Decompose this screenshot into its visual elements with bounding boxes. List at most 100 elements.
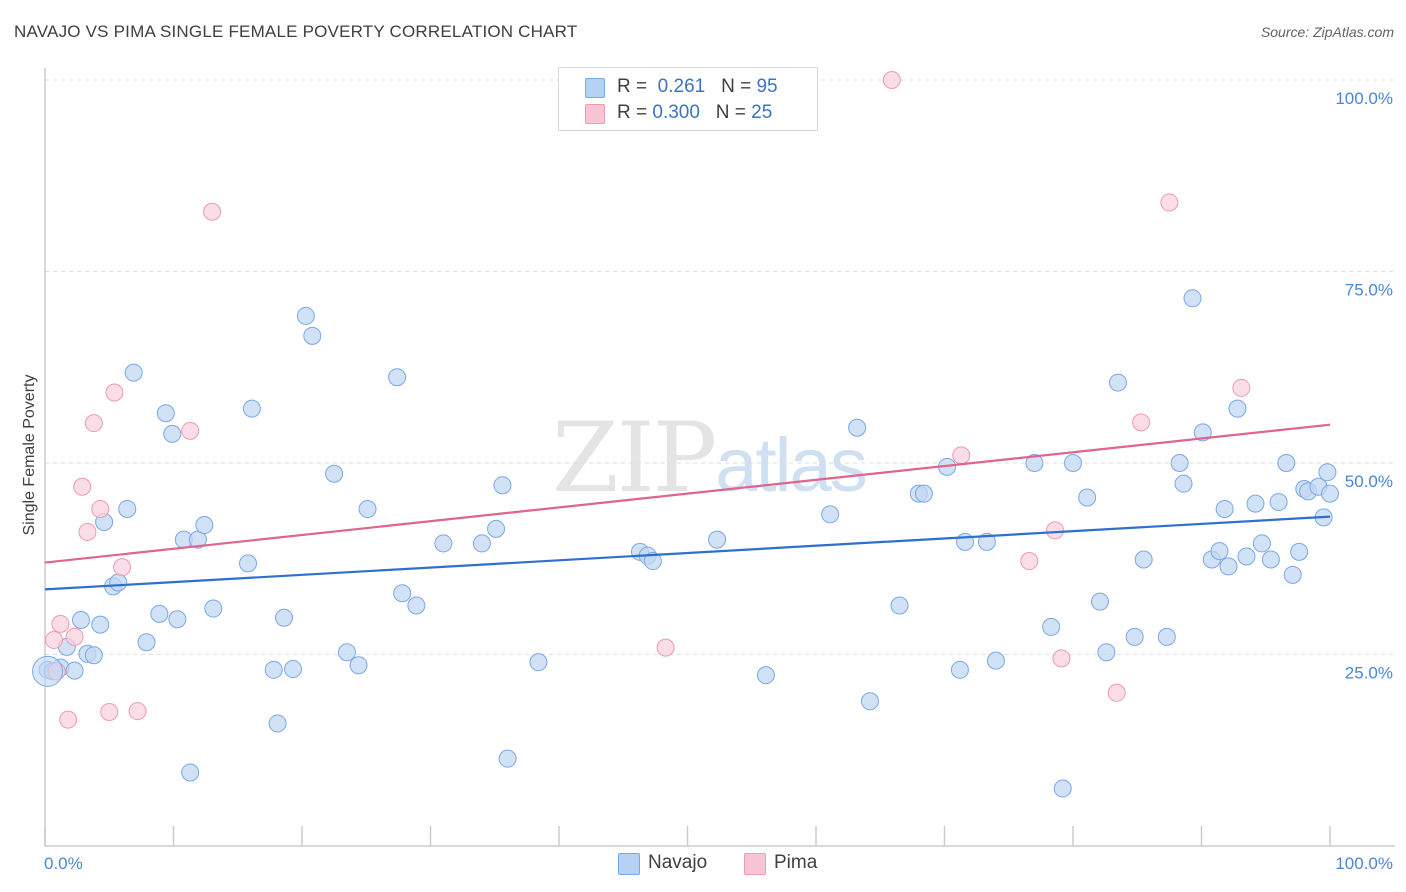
point-navajo xyxy=(708,530,727,549)
legend-n-value: 95 xyxy=(756,76,778,97)
y-tick-label: 75.0% xyxy=(1345,281,1393,300)
point-navajo xyxy=(860,692,879,711)
legend-swatch-navajo xyxy=(585,78,605,98)
point-navajo xyxy=(1090,592,1109,611)
legend-swatch-navajo xyxy=(618,853,640,875)
point-pima xyxy=(952,446,971,465)
legend: R = 0.261 N = 95 R = 0.300 N = 25 xyxy=(558,67,818,131)
series-legend: Navajo Pima xyxy=(0,851,1406,877)
point-navajo xyxy=(239,554,258,573)
axes xyxy=(44,68,1395,847)
axis-labels: 25.0% 50.0% 75.0% 100.0% 0.0% 100.0% Single Fe… xyxy=(21,89,1393,873)
point-pima xyxy=(1132,413,1151,432)
point-pima xyxy=(203,202,222,221)
point-pima xyxy=(113,558,132,577)
point-navajo xyxy=(1269,493,1288,512)
point-pima xyxy=(105,383,124,402)
point-pima xyxy=(91,499,110,518)
point-navajo xyxy=(358,499,377,518)
point-navajo xyxy=(1277,454,1296,472)
legend-r-value: 0.261 xyxy=(657,76,706,97)
point-navajo xyxy=(1174,474,1193,493)
trend-line-navajo xyxy=(44,515,1331,591)
point-navajo xyxy=(1215,499,1234,518)
point-navajo xyxy=(1108,373,1127,392)
point-pima xyxy=(1020,552,1039,571)
point-navajo xyxy=(848,418,867,437)
legend-n-label: N = xyxy=(715,102,746,123)
legend-label-navajo: Navajo xyxy=(648,852,708,873)
point-navajo xyxy=(163,424,182,443)
point-navajo xyxy=(643,552,662,571)
point-pima xyxy=(44,630,63,649)
point-navajo xyxy=(1193,423,1212,442)
point-navajo xyxy=(325,464,344,483)
point-pima xyxy=(656,638,675,657)
y-tick-label: 50.0% xyxy=(1345,472,1393,491)
point-navajo xyxy=(1261,550,1280,569)
y-axis-label: Single Female Poverty xyxy=(21,375,38,536)
point-navajo xyxy=(1321,484,1339,503)
point-navajo xyxy=(1237,547,1256,566)
legend-r-value: 0.300 xyxy=(652,102,700,123)
point-navajo xyxy=(1318,463,1337,482)
point-navajo xyxy=(1246,494,1265,513)
point-pima xyxy=(1107,683,1126,702)
x-tick-label: 100.0% xyxy=(1335,854,1393,873)
point-navajo xyxy=(91,615,110,634)
point-navajo xyxy=(65,661,84,680)
point-navajo xyxy=(242,399,261,418)
point-navajo xyxy=(268,714,287,733)
point-navajo xyxy=(150,604,169,623)
point-pima xyxy=(1160,193,1179,212)
point-navajo xyxy=(275,608,294,627)
point-pima xyxy=(1232,378,1251,397)
y-tick-label: 25.0% xyxy=(1345,664,1393,683)
point-navajo xyxy=(1252,534,1271,553)
point-navajo xyxy=(1170,454,1189,472)
point-navajo xyxy=(529,653,548,672)
point-navajo xyxy=(393,584,412,603)
point-navajo xyxy=(472,534,491,553)
point-navajo xyxy=(124,363,143,382)
point-navajo xyxy=(84,646,103,665)
point-navajo xyxy=(168,610,187,629)
point-navajo xyxy=(986,651,1005,670)
watermark-zip: ZIP xyxy=(552,402,717,514)
point-navajo xyxy=(337,643,356,662)
point-navajo xyxy=(1078,488,1097,507)
point-navajo xyxy=(756,666,775,685)
point-navajo xyxy=(137,633,156,652)
point-navajo xyxy=(914,484,933,503)
point-navajo xyxy=(1283,565,1302,584)
source-label: Source: ZipAtlas.com xyxy=(1260,24,1394,40)
legend-swatch-pima xyxy=(744,853,766,875)
point-pima xyxy=(65,627,84,646)
point-navajo xyxy=(109,573,128,592)
chart-title: NAVAJO VS PIMA SINGLE FEMALE POVERTY COR… xyxy=(14,22,578,41)
point-pima xyxy=(78,522,97,541)
trend-lines xyxy=(44,423,1331,591)
point-navajo xyxy=(204,599,223,618)
point-navajo xyxy=(195,516,214,535)
legend-swatch-pima xyxy=(585,104,605,124)
watermark-atlas: atlas xyxy=(715,423,868,508)
point-pima xyxy=(128,702,147,721)
point-navajo xyxy=(1219,557,1238,576)
point-navajo xyxy=(388,368,407,387)
point-navajo xyxy=(434,534,453,553)
point-navajo xyxy=(156,404,175,423)
point-navajo xyxy=(1157,627,1176,646)
y-tick-label: 100.0% xyxy=(1335,89,1393,108)
point-navajo xyxy=(181,763,200,782)
point-pima xyxy=(181,421,200,440)
point-navajo xyxy=(1064,454,1082,472)
legend-r-label: R = xyxy=(617,102,648,123)
point-pima xyxy=(51,614,70,633)
legend-n-value: 25 xyxy=(751,102,773,123)
point-navajo xyxy=(118,499,137,518)
point-navajo xyxy=(821,505,840,524)
x-tick-label: 0.0% xyxy=(44,854,83,873)
point-navajo xyxy=(1228,399,1247,418)
